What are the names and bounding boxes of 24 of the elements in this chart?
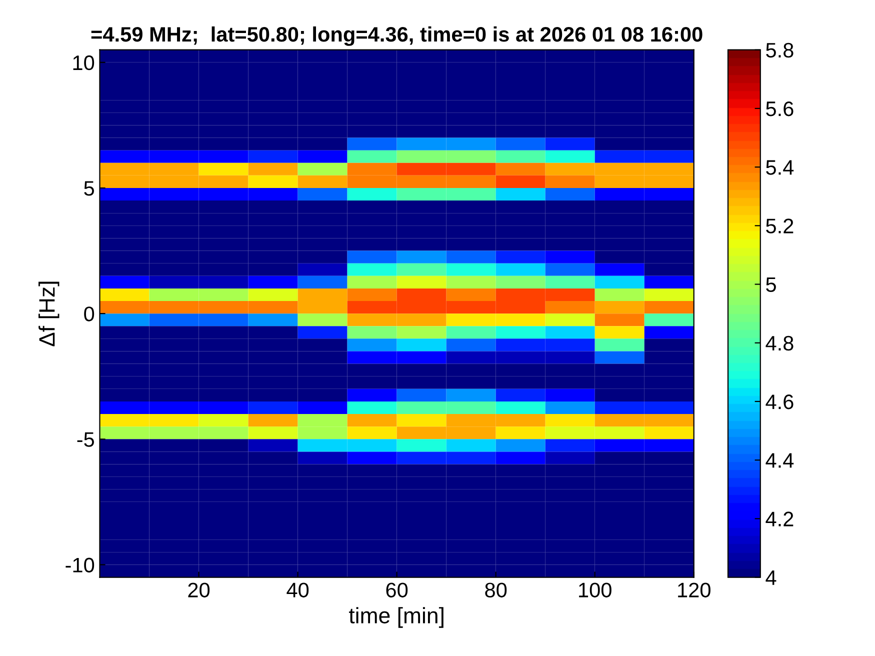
x-tick-label: 100 — [579, 582, 612, 598]
x-tick-label: 80 — [485, 582, 507, 598]
y-tick-label: -5 — [77, 432, 94, 447]
y-tick-label: 5 — [84, 181, 94, 196]
y-axis-title: Δf [Hz] — [38, 282, 60, 346]
y-tick-label: -10 — [66, 558, 94, 572]
chart-title: =4.59 MHz; lat=50.80; long=4.36, time=0 is at 2026 01 08 16:00 — [91, 26, 702, 46]
color-bar-label: 4.6 — [766, 394, 794, 410]
color-bar-label: 5.6 — [766, 101, 794, 116]
x-tick-label: 20 — [188, 582, 210, 598]
color-bar-label: 5.8 — [766, 42, 794, 58]
color-bar-label: 4.2 — [766, 512, 794, 526]
color-bar-label: 5.4 — [766, 160, 794, 175]
y-tick-label: 10 — [73, 55, 94, 70]
y-tick-label: 0 — [84, 306, 94, 322]
color-bar-label: 5 — [766, 277, 776, 292]
x-tick-label: 40 — [286, 582, 309, 598]
color-bar-label: 4 — [766, 570, 776, 585]
x-tick-label: 60 — [386, 582, 408, 598]
x-tick-label: 120 — [678, 582, 710, 598]
color-bar-label: 4.4 — [766, 453, 794, 468]
color-bar-label: 4.8 — [766, 336, 794, 351]
color-bar-label: 5.2 — [766, 218, 794, 234]
x-axis-title: time [min] — [348, 607, 444, 628]
